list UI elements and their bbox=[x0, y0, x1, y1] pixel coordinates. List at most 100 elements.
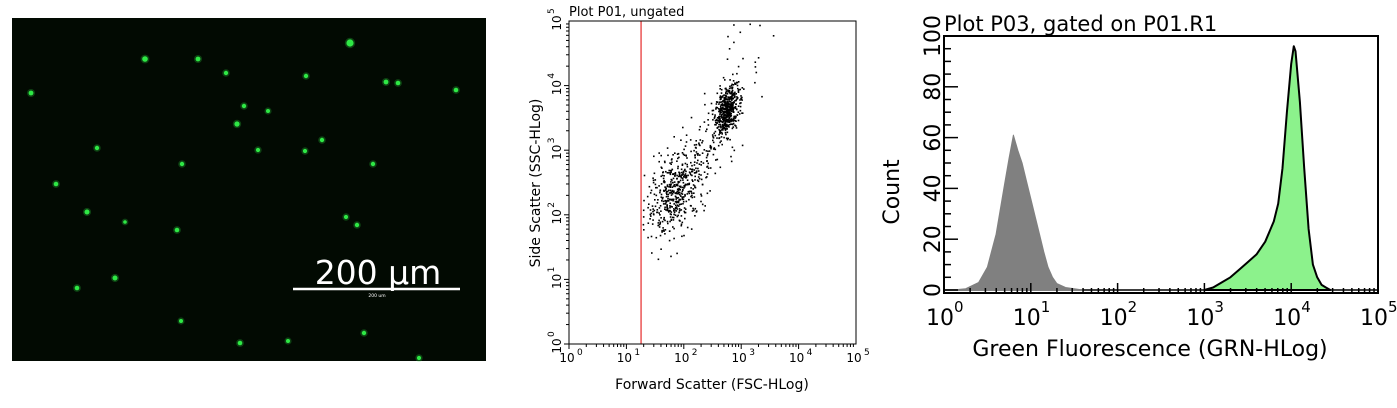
scatter-point bbox=[678, 209, 681, 212]
scatter-point bbox=[664, 229, 667, 231]
scatter-point bbox=[682, 181, 685, 184]
scatter-point bbox=[695, 147, 697, 149]
scatter-point bbox=[709, 190, 711, 192]
scatter-point bbox=[727, 91, 729, 93]
scatter-point bbox=[680, 224, 683, 227]
scatter-point bbox=[688, 171, 691, 173]
scatter-point bbox=[740, 98, 743, 100]
scatter-point bbox=[723, 110, 725, 113]
scatter-point bbox=[692, 180, 694, 182]
scatter-point bbox=[648, 203, 650, 205]
scatter-point bbox=[737, 105, 740, 107]
scatter-point bbox=[698, 173, 700, 176]
scatter-point bbox=[726, 111, 729, 113]
scatter-point bbox=[684, 193, 686, 196]
scatter-point bbox=[693, 164, 696, 166]
scatter-point bbox=[724, 79, 726, 81]
scatter-point bbox=[689, 173, 692, 176]
scatter-point bbox=[664, 181, 666, 183]
scatter-point bbox=[662, 171, 665, 173]
scatter-point bbox=[681, 164, 684, 166]
scatter-point bbox=[658, 226, 661, 228]
scatter-x-tick-label: 10 bbox=[559, 351, 574, 365]
scatter-point bbox=[662, 229, 665, 231]
scatter-point bbox=[676, 191, 678, 194]
scatter-point bbox=[728, 117, 730, 120]
scatter-x-tick-exponent: 4 bbox=[807, 348, 813, 358]
scatter-point bbox=[721, 131, 723, 134]
scatter-point bbox=[721, 143, 723, 146]
scatter-point bbox=[657, 258, 660, 261]
scatter-point bbox=[680, 168, 683, 171]
scatter-point bbox=[717, 144, 720, 147]
scatter-point bbox=[680, 203, 683, 205]
scatter-point bbox=[736, 96, 738, 98]
scatter-point bbox=[721, 106, 724, 109]
scatter-point bbox=[671, 216, 674, 219]
scatter-point bbox=[660, 154, 662, 157]
histogram-y-axis-label: Count bbox=[880, 159, 905, 225]
scatter-point bbox=[642, 209, 645, 212]
scatter-point bbox=[658, 207, 661, 209]
scatter-x-tick-exponent: 2 bbox=[692, 348, 698, 358]
scatter-point bbox=[669, 216, 672, 218]
scatter-point bbox=[716, 158, 719, 161]
scatter-point bbox=[689, 168, 691, 170]
scatter-point bbox=[729, 103, 731, 106]
histogram-x-tick-exponent: 2 bbox=[1128, 298, 1138, 316]
scatter-point bbox=[734, 91, 736, 94]
scatter-point bbox=[672, 181, 674, 184]
scatter-point bbox=[672, 177, 675, 180]
scatter-point bbox=[690, 116, 693, 119]
scatter-x-tick-label: 10 bbox=[674, 351, 689, 365]
scatter-point bbox=[671, 193, 674, 195]
scatter-point bbox=[691, 179, 693, 181]
scatter-point bbox=[739, 88, 741, 91]
scatter-point bbox=[727, 105, 729, 108]
scatter-point bbox=[725, 88, 728, 91]
histogram-y-tick-text: 80 bbox=[921, 73, 946, 101]
scatter-point bbox=[715, 108, 717, 110]
scatter-point bbox=[682, 153, 685, 156]
scatter-point bbox=[666, 147, 669, 149]
scatter-point bbox=[726, 100, 729, 103]
scatter-point bbox=[673, 203, 675, 205]
scatter-point bbox=[772, 35, 775, 37]
scatter-x-tick-exponent: 5 bbox=[864, 348, 870, 358]
scatter-point bbox=[711, 134, 714, 136]
scatter-point bbox=[725, 109, 727, 111]
scatter-point bbox=[684, 217, 686, 220]
scatter-point bbox=[678, 181, 681, 183]
scatter-point bbox=[685, 170, 687, 173]
scatter-point bbox=[664, 161, 666, 164]
scatter-point bbox=[731, 123, 733, 125]
scatter-point bbox=[669, 185, 672, 188]
scatter-point bbox=[699, 125, 701, 128]
scatter-point bbox=[712, 153, 715, 156]
scatter-point bbox=[681, 152, 684, 154]
scatter-point bbox=[712, 139, 714, 142]
scatter-point bbox=[669, 202, 671, 205]
scatter-point bbox=[690, 187, 692, 189]
scatter-point bbox=[706, 154, 709, 157]
bead bbox=[142, 56, 148, 62]
scatter-point bbox=[717, 126, 720, 128]
scatter-point bbox=[679, 199, 682, 201]
scatter-x-tick-label: 10 bbox=[617, 351, 632, 365]
scatter-point bbox=[670, 178, 673, 181]
scatter-point bbox=[673, 173, 675, 175]
scatter-point bbox=[725, 115, 727, 118]
scatter-point bbox=[733, 101, 735, 104]
scatter-point bbox=[681, 221, 684, 224]
scatter-point bbox=[712, 135, 714, 138]
scatter-point bbox=[723, 136, 725, 139]
scatter-point bbox=[719, 88, 721, 90]
scatter-point bbox=[688, 198, 690, 201]
scatter-point bbox=[723, 122, 726, 124]
scatter-point bbox=[732, 94, 735, 96]
scatter-point bbox=[692, 184, 695, 186]
scatter-point bbox=[676, 188, 679, 191]
scatter-point bbox=[728, 120, 731, 123]
scatter-point bbox=[731, 89, 734, 92]
